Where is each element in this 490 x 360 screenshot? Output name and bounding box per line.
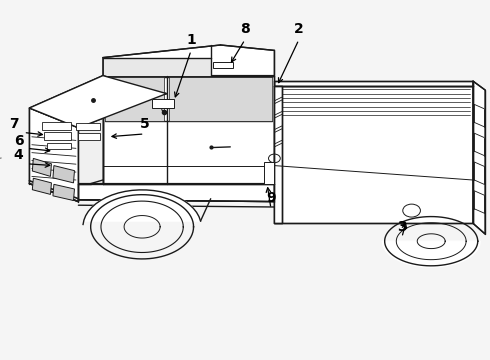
Polygon shape (29, 76, 167, 128)
Text: 4: 4 (14, 148, 24, 162)
Text: 7: 7 (9, 117, 19, 131)
Text: 8: 8 (240, 22, 250, 36)
Text: 3: 3 (397, 220, 407, 234)
Bar (78, 133, 100, 140)
Polygon shape (274, 81, 473, 86)
Bar (213, 62, 233, 68)
Polygon shape (103, 76, 274, 184)
Polygon shape (32, 158, 51, 176)
Polygon shape (32, 178, 51, 194)
Bar (44, 132, 71, 140)
Text: 2: 2 (294, 22, 304, 36)
Polygon shape (29, 108, 78, 202)
Polygon shape (78, 184, 274, 202)
Polygon shape (53, 184, 74, 201)
Polygon shape (53, 166, 74, 183)
Text: 5: 5 (140, 117, 149, 131)
Bar (264, 162, 274, 184)
Polygon shape (103, 58, 211, 76)
Polygon shape (105, 77, 164, 121)
Text: 6: 6 (14, 134, 24, 148)
Bar (42, 122, 71, 130)
Polygon shape (103, 45, 274, 76)
Bar (76, 123, 100, 130)
Polygon shape (274, 86, 282, 223)
Polygon shape (382, 241, 480, 267)
Polygon shape (274, 86, 473, 223)
Polygon shape (169, 77, 272, 121)
Polygon shape (84, 190, 200, 221)
Text: 9: 9 (266, 191, 276, 205)
Polygon shape (473, 81, 485, 234)
Polygon shape (29, 76, 103, 184)
Bar (47, 143, 71, 149)
Text: 1: 1 (186, 33, 196, 47)
Bar (152, 99, 174, 108)
